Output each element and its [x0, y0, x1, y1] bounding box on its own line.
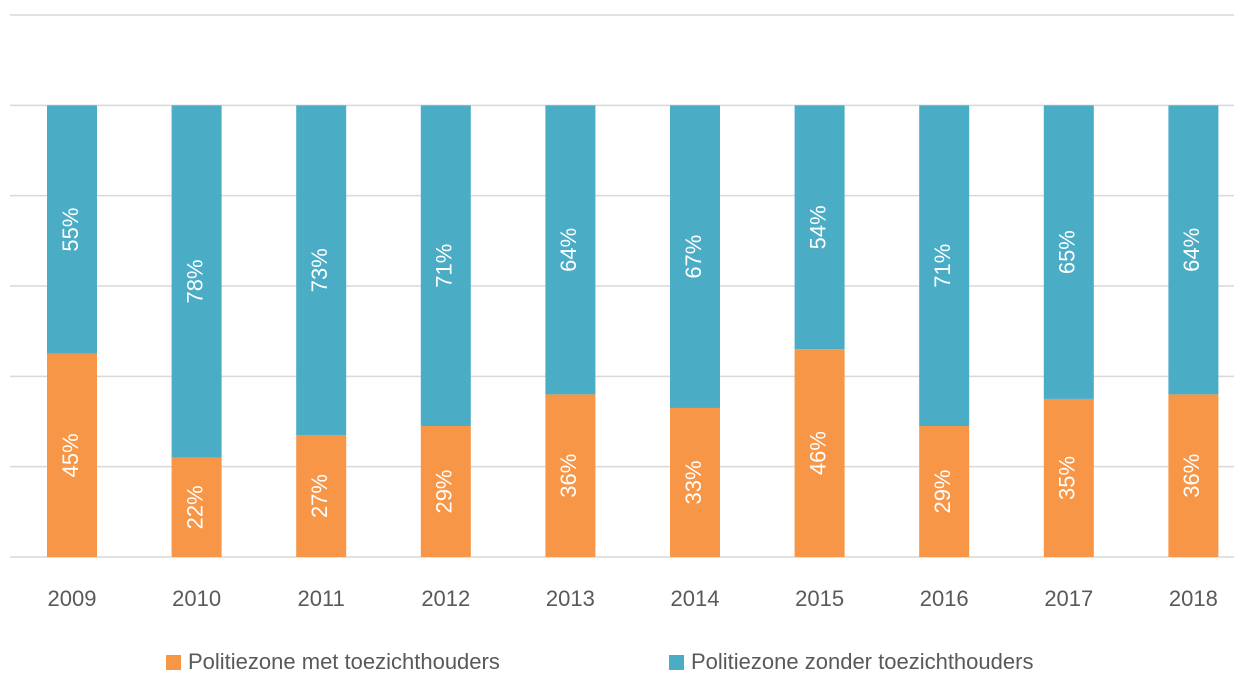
bar-segment: [670, 407, 720, 557]
bar-segment: [670, 105, 720, 408]
x-tick-label: 2013: [546, 586, 595, 611]
legend-swatch: [669, 655, 684, 670]
x-tick-label: 2012: [421, 586, 470, 611]
bar-segment: [1168, 394, 1219, 557]
bar-segment: [794, 349, 845, 557]
bar-segment: [420, 105, 471, 427]
x-tick-label: 2014: [671, 586, 720, 611]
bar-segment: [420, 426, 471, 557]
x-tick-label: 2016: [920, 586, 969, 611]
bar-segment: [1043, 398, 1094, 557]
data-label: 65%: [1055, 230, 1080, 274]
data-label: 71%: [930, 244, 955, 288]
bar-segment: [919, 105, 970, 427]
bar-segment: [47, 353, 97, 557]
x-tick-label: 2010: [172, 586, 221, 611]
legend-swatch: [166, 655, 181, 670]
x-tick-label: 2018: [1169, 586, 1218, 611]
bar-segment: [794, 105, 845, 350]
data-label: 64%: [1179, 228, 1204, 272]
bar-segment: [171, 457, 222, 557]
data-label: 46%: [805, 431, 830, 475]
data-label: 36%: [556, 454, 581, 498]
data-label: 29%: [432, 469, 457, 513]
bar-segment: [545, 105, 596, 395]
data-label: 55%: [58, 208, 83, 252]
data-label: 22%: [182, 485, 207, 529]
x-tick-label: 2017: [1044, 586, 1093, 611]
data-label: 27%: [307, 474, 332, 518]
bar-segment: [1168, 105, 1219, 395]
bar-segment: [296, 435, 347, 557]
data-label: 36%: [1179, 454, 1204, 498]
data-label: 71%: [432, 244, 457, 288]
data-label: 78%: [182, 259, 207, 303]
bar-segment: [1043, 105, 1094, 399]
data-label: 54%: [805, 205, 830, 249]
data-label: 45%: [58, 433, 83, 477]
bar-segment: [919, 426, 970, 557]
data-label: 29%: [930, 469, 955, 513]
bar-segment: [545, 394, 596, 557]
data-label: 67%: [681, 235, 706, 279]
x-tick-label: 2009: [48, 586, 97, 611]
bar-segment: [171, 105, 222, 458]
data-label: 64%: [556, 228, 581, 272]
bar-segment: [47, 105, 97, 354]
x-tick-label: 2011: [298, 586, 345, 611]
data-label: 33%: [681, 460, 706, 504]
bar-segment: [296, 105, 347, 436]
legend-label: Politiezone zonder toezichthouders: [691, 649, 1033, 674]
x-tick-label: 2015: [795, 586, 844, 611]
data-label: 35%: [1055, 456, 1080, 500]
legend-label: Politiezone met toezichthouders: [188, 649, 500, 674]
data-label: 73%: [307, 248, 332, 292]
